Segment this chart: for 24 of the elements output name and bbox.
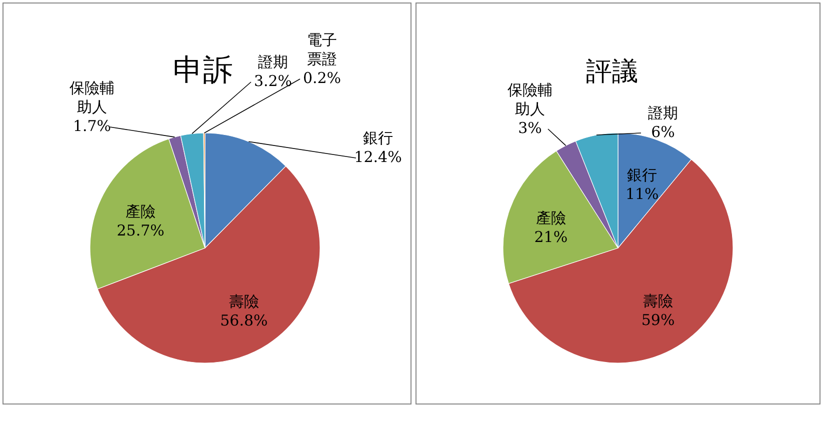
data-label: 56.8% (220, 312, 268, 330)
slice-label: 壽險 (228, 292, 259, 311)
data-label: 0.2% (302, 69, 342, 87)
slice-label: 銀行 (363, 129, 393, 147)
slice-label: 保險輔助人 (70, 79, 114, 116)
data-label: 3.2% (254, 72, 292, 90)
slice-label: 電子票證 (307, 31, 337, 68)
slice-label: 證期 (258, 53, 288, 71)
slice-label: 銀行 (627, 166, 658, 184)
data-label: 12.4% (354, 148, 402, 166)
data-label: 3% (518, 119, 542, 137)
data-label: 21% (534, 228, 568, 246)
slice-label: 產險 (126, 202, 156, 220)
slice-label: 壽險 (643, 292, 674, 310)
slice-label: 證期 (648, 104, 678, 122)
slice-label: 產險 (536, 208, 566, 227)
data-label: 25.7% (116, 221, 164, 240)
text: 申訴 (173, 53, 233, 88)
chart-title: 評議 (586, 57, 638, 87)
data-label: 1.7% (72, 117, 112, 135)
data-label: 11% (625, 184, 659, 203)
slice-label: 保險輔助人 (508, 81, 552, 118)
data-label: 6% (651, 123, 675, 141)
data-label: 59% (641, 310, 675, 329)
